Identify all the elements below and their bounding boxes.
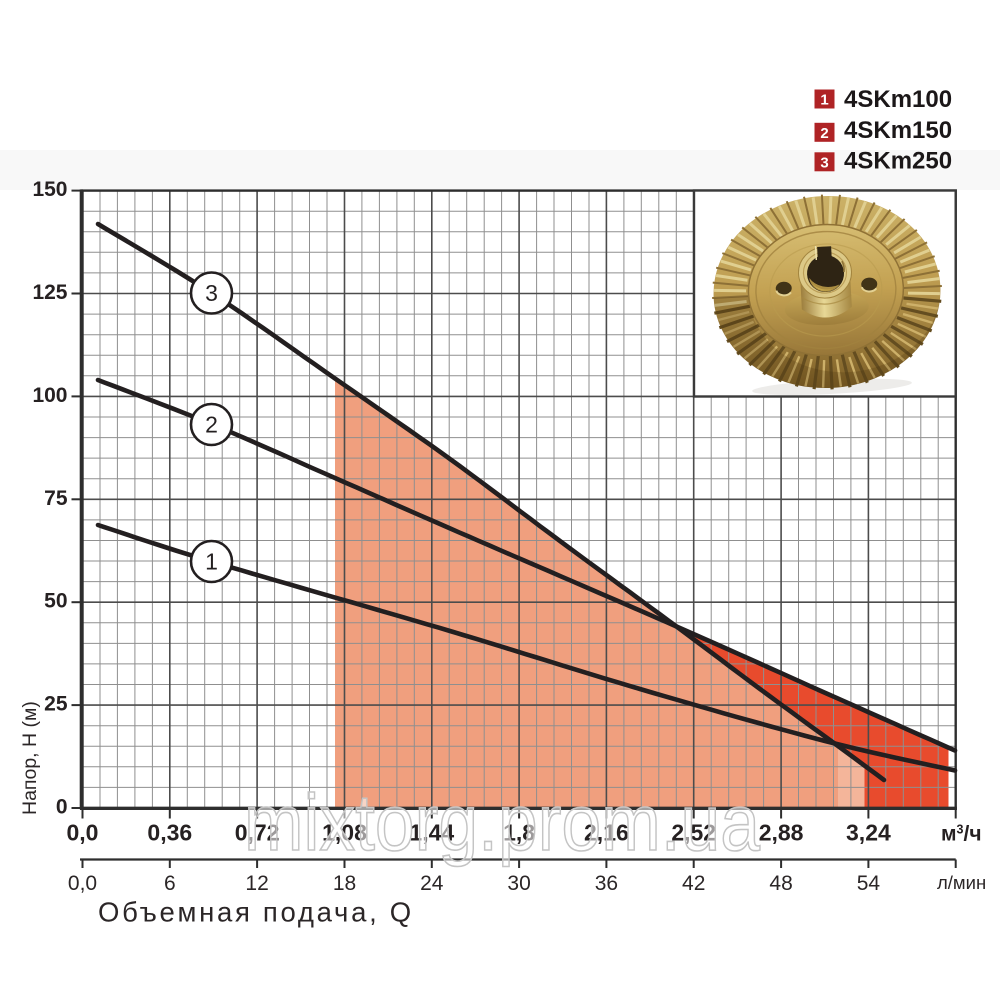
svg-text:30: 30 xyxy=(507,872,530,895)
svg-text:48: 48 xyxy=(769,872,792,895)
svg-text:100: 100 xyxy=(32,384,67,407)
svg-text:2,88: 2,88 xyxy=(759,820,804,846)
svg-text:1: 1 xyxy=(205,549,218,575)
svg-text:4SKm100: 4SKm100 xyxy=(844,86,952,113)
svg-text:75: 75 xyxy=(44,487,68,510)
svg-text:л/мин: л/мин xyxy=(937,872,986,893)
svg-text:0,36: 0,36 xyxy=(147,820,192,846)
svg-text:0,72: 0,72 xyxy=(235,820,280,846)
svg-text:24: 24 xyxy=(420,872,444,895)
svg-text:м3/ч: м3/ч xyxy=(941,823,982,846)
svg-text:6: 6 xyxy=(164,872,176,895)
svg-text:25: 25 xyxy=(44,693,68,716)
svg-text:Напор, Н (м): Напор, Н (м) xyxy=(19,701,41,815)
svg-text:150: 150 xyxy=(32,178,67,201)
svg-text:1,44: 1,44 xyxy=(409,820,454,846)
svg-text:2,16: 2,16 xyxy=(584,820,629,846)
svg-text:0,0: 0,0 xyxy=(67,820,99,846)
svg-text:1,08: 1,08 xyxy=(322,820,367,846)
svg-text:4SKm250: 4SKm250 xyxy=(844,148,952,175)
svg-text:1,8: 1,8 xyxy=(503,820,535,846)
svg-text:3: 3 xyxy=(205,280,218,306)
svg-text:1: 1 xyxy=(820,92,828,109)
svg-text:125: 125 xyxy=(32,281,67,304)
svg-text:0: 0 xyxy=(56,796,68,819)
svg-text:50: 50 xyxy=(44,590,67,613)
svg-text:0,0: 0,0 xyxy=(68,872,97,895)
svg-text:3: 3 xyxy=(820,154,828,171)
svg-text:Объемная подача, Q: Объемная подача, Q xyxy=(98,897,414,928)
svg-text:54: 54 xyxy=(857,872,881,895)
svg-text:2,52: 2,52 xyxy=(671,820,716,846)
svg-text:36: 36 xyxy=(595,872,618,895)
svg-text:4SKm150: 4SKm150 xyxy=(844,117,952,144)
svg-text:18: 18 xyxy=(333,872,356,895)
svg-text:2: 2 xyxy=(820,125,828,142)
svg-text:3,24: 3,24 xyxy=(846,820,891,846)
svg-text:mixtorg.prom.ua: mixtorg.prom.ua xyxy=(244,778,760,867)
svg-text:2: 2 xyxy=(205,412,218,438)
svg-text:12: 12 xyxy=(245,872,268,895)
svg-text:42: 42 xyxy=(682,872,705,895)
